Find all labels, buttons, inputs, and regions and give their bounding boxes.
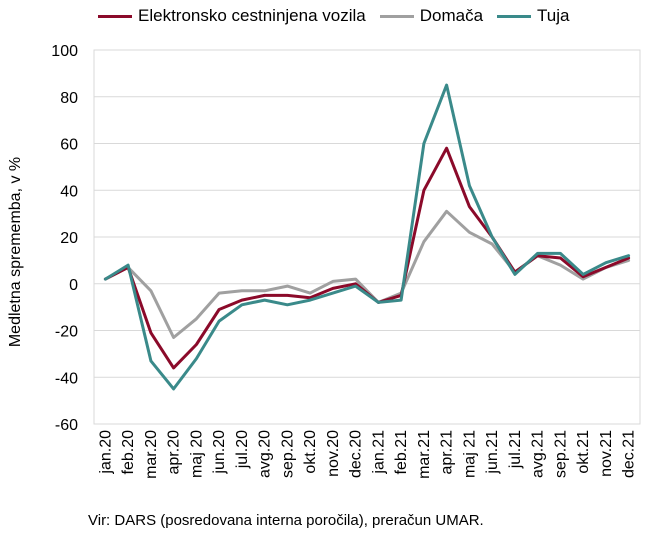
x-tick-label: maj 20 (188, 430, 205, 478)
legend-item-tuja: Tuja (497, 6, 570, 26)
x-tick-label: maj 21 (461, 430, 478, 478)
legend-item-elektronsko: Elektronsko cestninjena vozila (98, 6, 366, 26)
series-line-2 (103, 83, 631, 391)
y-tick-label: 60 (60, 137, 78, 154)
x-tick-label: dec.20 (348, 430, 365, 478)
legend-swatch-elektronsko (98, 14, 132, 18)
x-tick-label: avg.21 (530, 430, 547, 478)
x-tick-label: sep.21 (552, 430, 569, 478)
y-tick-label: 20 (60, 230, 78, 247)
y-tick-label: -40 (55, 370, 78, 387)
x-tick-label: feb.20 (120, 430, 137, 475)
legend-swatch-tuja (497, 14, 532, 18)
y-axis-label: Medletna sprememba, v % (7, 156, 24, 348)
x-tick-label: mar.21 (416, 430, 433, 479)
chart-legend: Elektronsko cestninjena vozila Domača Tu… (98, 6, 570, 26)
x-tick-label: jan.21 (370, 430, 387, 475)
x-tick-label: apr.20 (166, 430, 183, 475)
x-tick-label: nov.21 (598, 430, 615, 477)
x-tick-label: dec.21 (621, 430, 638, 478)
x-tick-label: nov.20 (325, 430, 342, 477)
x-tick-label: mar.20 (143, 430, 160, 479)
legend-label-elektronsko: Elektronsko cestninjena vozila (138, 6, 366, 25)
x-tick-label: okt.21 (575, 430, 592, 474)
series-line-0 (103, 146, 631, 370)
x-tick-label: jun.21 (484, 430, 501, 475)
legend-swatch-domaca (379, 14, 414, 18)
x-tick-label: feb.21 (393, 430, 410, 475)
y-tick-label: 40 (60, 183, 78, 200)
y-tick-label: 0 (69, 277, 78, 294)
legend-item-domaca: Domača (379, 6, 484, 26)
y-tick-label: -20 (55, 324, 78, 341)
x-tick-label: avg.20 (257, 430, 274, 478)
x-tick-label: apr.21 (439, 430, 456, 475)
x-tick-label: jul.21 (507, 430, 524, 469)
legend-label-tuja: Tuja (537, 6, 570, 25)
legend-label-domaca: Domača (419, 6, 484, 25)
x-tick-label: jul.20 (234, 430, 251, 469)
x-tick-label: jun.20 (211, 430, 228, 475)
x-tick-label: jan.20 (97, 430, 114, 475)
source-note: Vir: DARS (posredovana interna poročila)… (88, 512, 484, 529)
y-tick-label: -60 (55, 417, 78, 434)
x-tick-label: sep.20 (279, 430, 296, 478)
y-tick-label: 80 (60, 90, 78, 107)
series-line-1 (103, 209, 631, 339)
x-tick-label: okt.20 (302, 430, 319, 474)
y-tick-label: 100 (51, 43, 78, 60)
